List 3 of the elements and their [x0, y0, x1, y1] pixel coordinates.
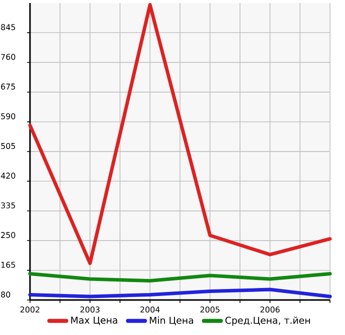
- legend-label: Min Цена: [150, 316, 194, 326]
- legend-label: Max Цена: [71, 316, 118, 326]
- legend-label: Сред.Цена, т.йен: [225, 316, 310, 326]
